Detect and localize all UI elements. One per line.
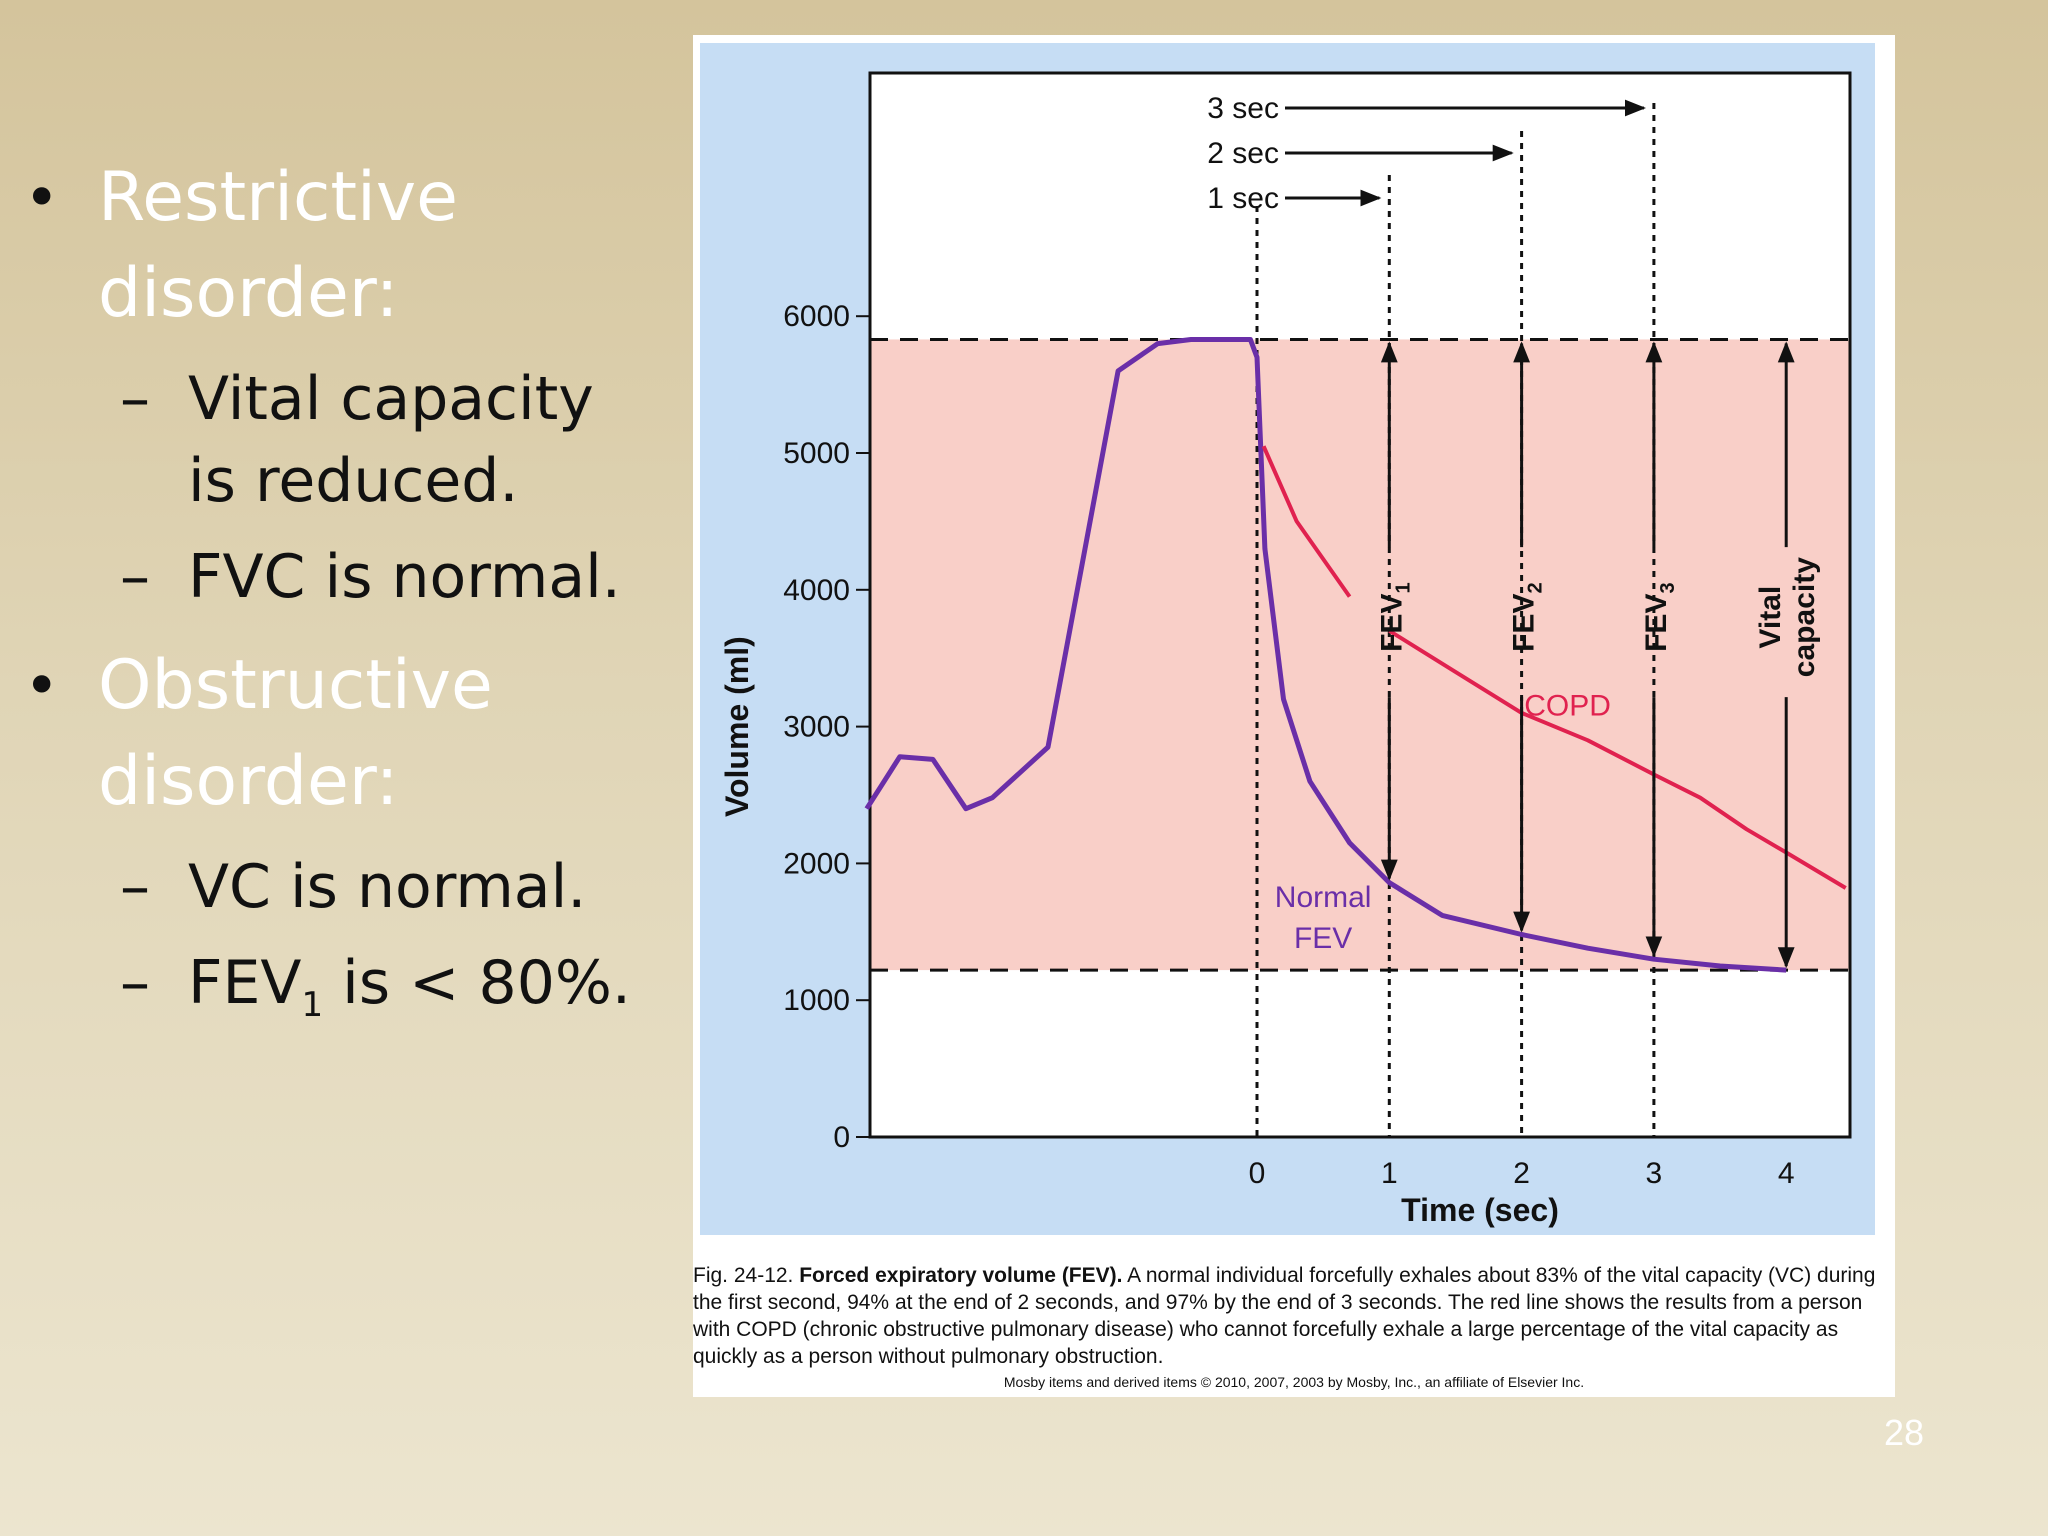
- figure-caption: Fig. 24-12. Forced expiratory volume (FE…: [693, 1262, 1895, 1370]
- y-axis-label: Volume (ml): [719, 636, 755, 817]
- bullet-title: Obstructive disorder:: [98, 646, 493, 821]
- sub-bullet: – VC is normal.: [20, 846, 660, 928]
- sub-bullet-text: FVC is normal.: [188, 542, 621, 612]
- dash-icon: –: [120, 542, 150, 612]
- fev-label: FEV1: [1375, 582, 1414, 651]
- bullet-restrictive: • Restrictive disorder:: [20, 150, 660, 342]
- x-axis-label: Time (sec): [1401, 1192, 1559, 1228]
- figure: 0 1000 2000 3000 4000 5000 6000 0 1 2 3 4 Time (sec)…: [693, 35, 1895, 1397]
- sub-bullet: – Vital capacity is reduced.: [20, 358, 660, 522]
- x-tick-label: 0: [1249, 1157, 1266, 1190]
- time-arrow-label: 3 sec: [1207, 92, 1279, 125]
- fev-label: capacity: [1788, 557, 1821, 677]
- sub-bullet-text: Vital capacity is reduced.: [188, 364, 594, 516]
- fev-subscript: 2: [1525, 582, 1547, 593]
- page-number: 28: [1883, 1412, 1924, 1453]
- y-tick-label: 1000: [783, 984, 850, 1017]
- fev-chart: 0 1000 2000 3000 4000 5000 6000 0 1 2 3 4 Time (sec)…: [719, 71, 1852, 1228]
- y-tick-label: 5000: [783, 437, 850, 470]
- time-arrow-label: 2 sec: [1207, 137, 1279, 170]
- y-tick-label: 6000: [783, 300, 850, 333]
- vital-capacity-band: [870, 339, 1850, 971]
- dash-icon: –: [120, 852, 150, 922]
- copyright: Mosby items and derived items © 2010, 20…: [1003, 1374, 1585, 1390]
- sub-bullet: – FVC is normal.: [20, 536, 660, 618]
- caption-text: A normal individual forcefully exhales a…: [693, 1264, 1876, 1368]
- normal-fev-label: FEV: [1294, 922, 1352, 955]
- bullet-dot-icon: •: [24, 163, 60, 233]
- fev-label-group: Vital capacity: [1754, 557, 1821, 677]
- x-tick-label: 2: [1513, 1157, 1530, 1190]
- x-tick-label: 1: [1381, 1157, 1398, 1190]
- bullet-dot-icon: •: [24, 651, 60, 721]
- plot-frame: [868, 71, 1852, 1139]
- caption-prefix: Fig. 24-12.: [693, 1264, 794, 1287]
- chart-panel: 0 1000 2000 3000 4000 5000 6000 0 1 2 3 4 Time (sec)…: [700, 43, 1875, 1235]
- y-tick-label: 4000: [783, 574, 850, 607]
- normal-fev-label: Normal: [1275, 881, 1372, 914]
- copd-label: COPD: [1524, 690, 1611, 723]
- y-tick-label: 2000: [783, 847, 850, 880]
- fev-label: FEV3: [1640, 582, 1679, 651]
- bullet-obstructive: • Obstructive disorder:: [20, 638, 660, 830]
- sub-bullet-fev-text: FEV1 is < 80%.: [188, 948, 631, 1025]
- fev-text: FEV: [188, 948, 302, 1018]
- sub-bullet-text: VC is normal.: [188, 852, 587, 922]
- x-tick-label: 4: [1778, 1157, 1795, 1190]
- y-tick-label: 0: [833, 1121, 850, 1154]
- copd-line: [1261, 445, 1352, 598]
- fev-subscript: 1: [301, 985, 324, 1025]
- fev-label: Vital: [1754, 586, 1787, 649]
- sub-bullet: – FEV1 is < 80%.: [20, 942, 660, 1046]
- fev-label: FEV2: [1508, 582, 1547, 651]
- fev-label-group: FEV2: [1508, 582, 1547, 651]
- fev-label-group: FEV1: [1375, 582, 1414, 651]
- time-arrow-label: 1 sec: [1207, 182, 1279, 215]
- bullet-title: Restrictive disorder:: [98, 158, 458, 333]
- caption-bold: Forced expiratory volume (FEV).: [799, 1264, 1123, 1287]
- dash-icon: –: [120, 364, 150, 434]
- x-tick-label: 3: [1646, 1157, 1663, 1190]
- fev-label-group: FEV3: [1640, 582, 1679, 651]
- fev-subscript: 1: [1392, 582, 1414, 593]
- dash-icon: –: [120, 948, 150, 1018]
- y-tick-label: 3000: [783, 711, 850, 744]
- bullet-list: • Restrictive disorder: – Vital capacity…: [20, 150, 660, 1060]
- fev-rest: is < 80%.: [323, 948, 631, 1018]
- normal-fev-line: [864, 337, 1787, 973]
- fev-subscript: 3: [1657, 582, 1679, 593]
